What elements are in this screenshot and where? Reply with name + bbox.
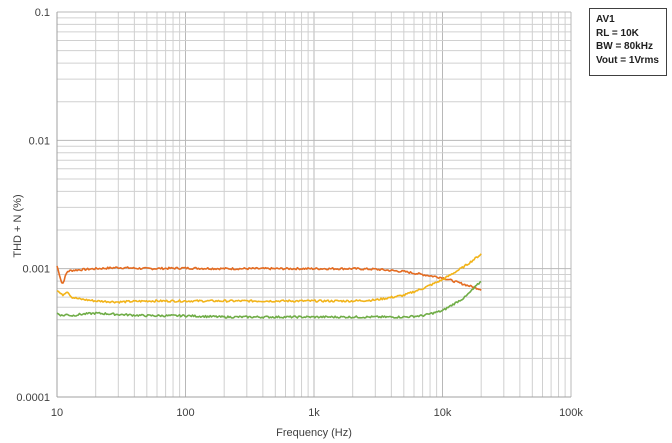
x-axis-label: Frequency (Hz) (276, 427, 352, 439)
legend-box: AV1 RL = 10K BW = 80kHz Vout = 1Vrms (589, 8, 667, 76)
y-tick-label: 0.1 (35, 7, 50, 19)
x-tick-labels: 10 100 1k 10k 100k (51, 407, 584, 419)
axes (56, 12, 571, 398)
y-axis-label: THD + N (%) (12, 194, 24, 257)
series-line-3 (56, 280, 482, 319)
series-line-2 (56, 253, 482, 304)
y-tick-label: 0.0001 (16, 392, 50, 404)
grid (56, 11, 572, 398)
legend-line-bandwidth: BW = 80kHz (596, 41, 653, 52)
y-tick-label: 0.001 (22, 264, 50, 276)
series-lines (56, 253, 482, 319)
y-tick-labels: 0.1 0.01 0.001 0.0001 (16, 7, 50, 404)
x-tick-label: 100 (176, 407, 194, 419)
x-tick-label: 100k (559, 407, 583, 419)
series-line-1 (56, 265, 482, 291)
legend-line-mode: AV1 (596, 14, 615, 25)
legend-line-load: RL = 10K (596, 27, 639, 39)
x-tick-label: 10k (434, 407, 452, 419)
y-tick-label: 0.01 (29, 135, 50, 147)
x-tick-label: 10 (51, 407, 63, 419)
legend-line-vout: Vout = 1Vrms (596, 54, 659, 66)
x-tick-label: 1k (308, 407, 320, 419)
